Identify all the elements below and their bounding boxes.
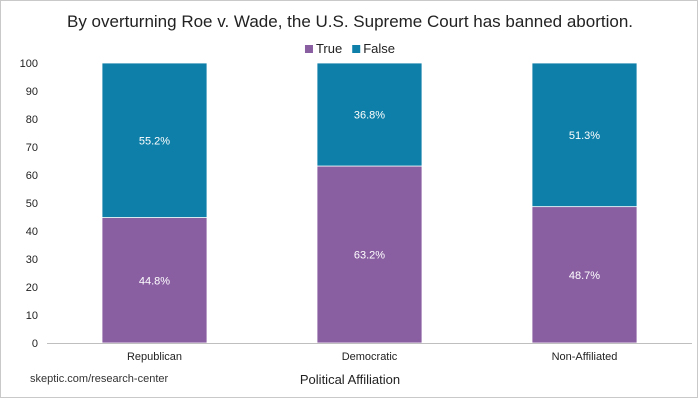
- x-tick-label-republican: Republican: [127, 351, 182, 363]
- y-tick-label-80: 80: [26, 114, 38, 126]
- data-label-republican-false: 55.2%: [139, 135, 170, 147]
- bar-non-affiliated-true: [531, 206, 638, 344]
- legend: True False: [304, 41, 395, 56]
- bar-republican-false: [101, 62, 208, 218]
- source-note: skeptic.com/research-center: [30, 373, 168, 385]
- bar-democratic-false: [316, 62, 423, 167]
- legend-label-false: False: [363, 41, 395, 56]
- legend-label-true: True: [316, 41, 342, 56]
- y-tick-label-70: 70: [26, 142, 38, 154]
- x-tick-label-democratic: Democratic: [342, 351, 398, 363]
- legend-item-false: False: [352, 41, 395, 56]
- y-tick-label-0: 0: [32, 338, 38, 350]
- data-label-non-affiliated-false: 51.3%: [569, 130, 600, 142]
- legend-item-true: True: [304, 41, 342, 56]
- bar-democratic-true: [316, 165, 423, 344]
- data-label-democratic-true: 63.2%: [354, 250, 385, 262]
- legend-swatch-false: [352, 45, 361, 53]
- y-tick-label-90: 90: [26, 86, 38, 98]
- bar-republican-true: [101, 217, 208, 344]
- data-label-democratic-false: 36.8%: [354, 110, 385, 122]
- data-label-republican-true: 44.8%: [139, 275, 170, 287]
- x-axis-label: Political Affiliation: [300, 372, 400, 387]
- x-axis: Republican Democratic Non-Affiliated: [47, 343, 692, 363]
- y-tick-label-40: 40: [26, 226, 38, 238]
- data-label-non-affiliated-true: 48.7%: [569, 270, 600, 282]
- legend-swatch-true: [304, 45, 313, 53]
- y-tick-label-20: 20: [26, 282, 38, 294]
- bar-non-affiliated-false: [531, 62, 638, 208]
- y-tick-label-10: 10: [26, 310, 38, 322]
- y-tick-label-60: 60: [26, 170, 38, 182]
- bars: 44.8% 55.2% 63.2% 36.8% 48.7% 51.3%: [101, 62, 638, 344]
- x-tick-label-non-affiliated: Non-Affiliated: [552, 351, 618, 363]
- y-tick-label-30: 30: [26, 254, 38, 266]
- y-tick-label-50: 50: [26, 198, 38, 210]
- y-axis: 0 10 20 30 40 50 60 70 80 90 100: [20, 58, 38, 350]
- chart-title: By overturning Roe v. Wade, the U.S. Sup…: [67, 12, 633, 31]
- y-tick-label-100: 100: [20, 58, 38, 70]
